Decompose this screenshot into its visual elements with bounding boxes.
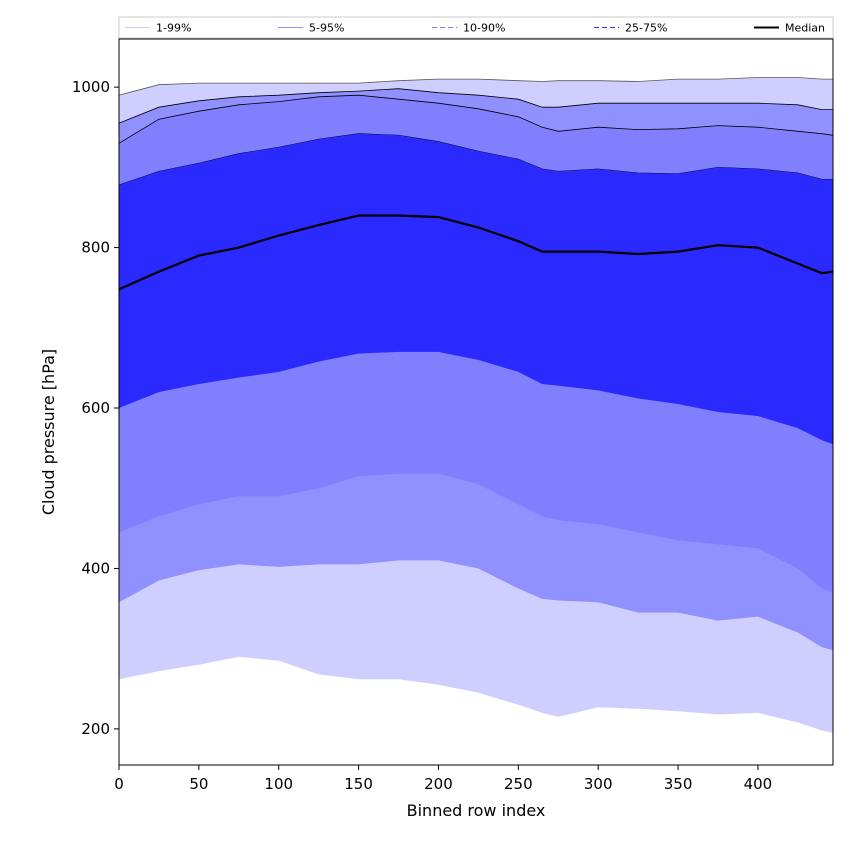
- x-tick-label: 250: [504, 775, 533, 793]
- percentile-bands: [118, 77, 834, 733]
- legend: 1-99% 5-95% 10-90% 25-75% Median: [118, 16, 834, 39]
- band-edge-1-99%: [118, 77, 833, 96]
- x-tick-label: 150: [344, 775, 373, 793]
- band-core: [119, 133, 833, 445]
- x-tick-label: 50: [189, 775, 208, 793]
- y-axis-label: Cloud pressure [hPa]: [39, 349, 58, 515]
- y-tick-label: 1000: [72, 78, 110, 96]
- plot-frame: [118, 38, 834, 766]
- x-axis-ticks: 0 50 100 150 200 250 300 350 400: [114, 765, 772, 793]
- median-layer: [118, 214, 834, 291]
- y-axis-ticks: 200 400 600 800 1000: [72, 78, 119, 738]
- median-line: [118, 214, 834, 291]
- x-tick-label: 0: [114, 775, 124, 793]
- y-tick-label: 200: [81, 720, 110, 738]
- x-tick-label: 100: [264, 775, 293, 793]
- x-tick-label: 300: [584, 775, 613, 793]
- y-tick-label: 600: [81, 399, 110, 417]
- legend-box: [118, 16, 834, 39]
- x-axis-label: Binned row index: [407, 801, 546, 820]
- band-edge-10-90%: [118, 94, 834, 144]
- legend-label: 10-90%: [463, 22, 505, 35]
- x-tick-label: 400: [744, 775, 773, 793]
- y-tick-label: 400: [81, 559, 110, 577]
- y-tick-label: 800: [81, 239, 110, 257]
- legend-label: 1-99%: [156, 22, 191, 35]
- legend-label: 5-95%: [309, 22, 344, 35]
- legend-label: Median: [785, 22, 825, 35]
- legend-label: 25-75%: [625, 22, 667, 35]
- x-tick-label: 350: [664, 775, 693, 793]
- band-edge-5-95%: [118, 88, 833, 124]
- x-tick-label: 200: [424, 775, 453, 793]
